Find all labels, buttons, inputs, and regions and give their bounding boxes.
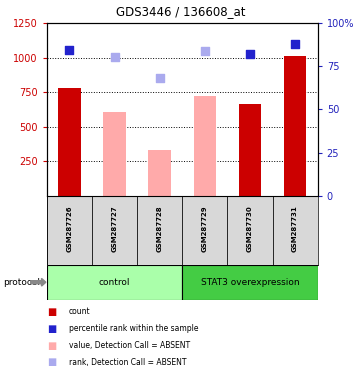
Bar xyxy=(227,196,273,265)
Point xyxy=(202,48,208,55)
Bar xyxy=(47,196,92,265)
Bar xyxy=(148,149,171,196)
Bar xyxy=(273,196,318,265)
Point xyxy=(112,54,118,60)
Bar xyxy=(284,56,306,196)
Bar xyxy=(92,196,137,265)
Text: rank, Detection Call = ABSENT: rank, Detection Call = ABSENT xyxy=(69,358,186,367)
Text: GSM287726: GSM287726 xyxy=(66,206,73,252)
Text: GSM287730: GSM287730 xyxy=(247,206,253,252)
Text: STAT3 overexpression: STAT3 overexpression xyxy=(201,278,299,287)
Bar xyxy=(239,104,261,196)
Point xyxy=(67,47,73,53)
Text: value, Detection Call = ABSENT: value, Detection Call = ABSENT xyxy=(69,341,190,350)
Bar xyxy=(58,88,81,196)
Text: GSM287727: GSM287727 xyxy=(112,206,118,252)
Text: count: count xyxy=(69,307,90,316)
Bar xyxy=(193,96,216,196)
Text: percentile rank within the sample: percentile rank within the sample xyxy=(69,324,198,333)
Bar xyxy=(103,111,126,196)
Text: ■: ■ xyxy=(47,358,56,367)
Bar xyxy=(182,196,227,265)
Bar xyxy=(47,265,182,300)
Text: control: control xyxy=(99,278,130,287)
Point xyxy=(292,41,298,48)
Text: GSM287729: GSM287729 xyxy=(202,206,208,252)
Point xyxy=(157,74,162,81)
Text: ■: ■ xyxy=(47,324,56,334)
Point xyxy=(247,51,253,57)
Bar xyxy=(182,265,318,300)
Text: ■: ■ xyxy=(47,307,56,317)
Bar xyxy=(137,196,182,265)
Text: protocol: protocol xyxy=(4,278,40,287)
Text: GDS3446 / 136608_at: GDS3446 / 136608_at xyxy=(116,5,245,18)
Text: GSM287728: GSM287728 xyxy=(157,206,163,252)
Text: GSM287731: GSM287731 xyxy=(292,206,298,252)
Text: ■: ■ xyxy=(47,341,56,351)
